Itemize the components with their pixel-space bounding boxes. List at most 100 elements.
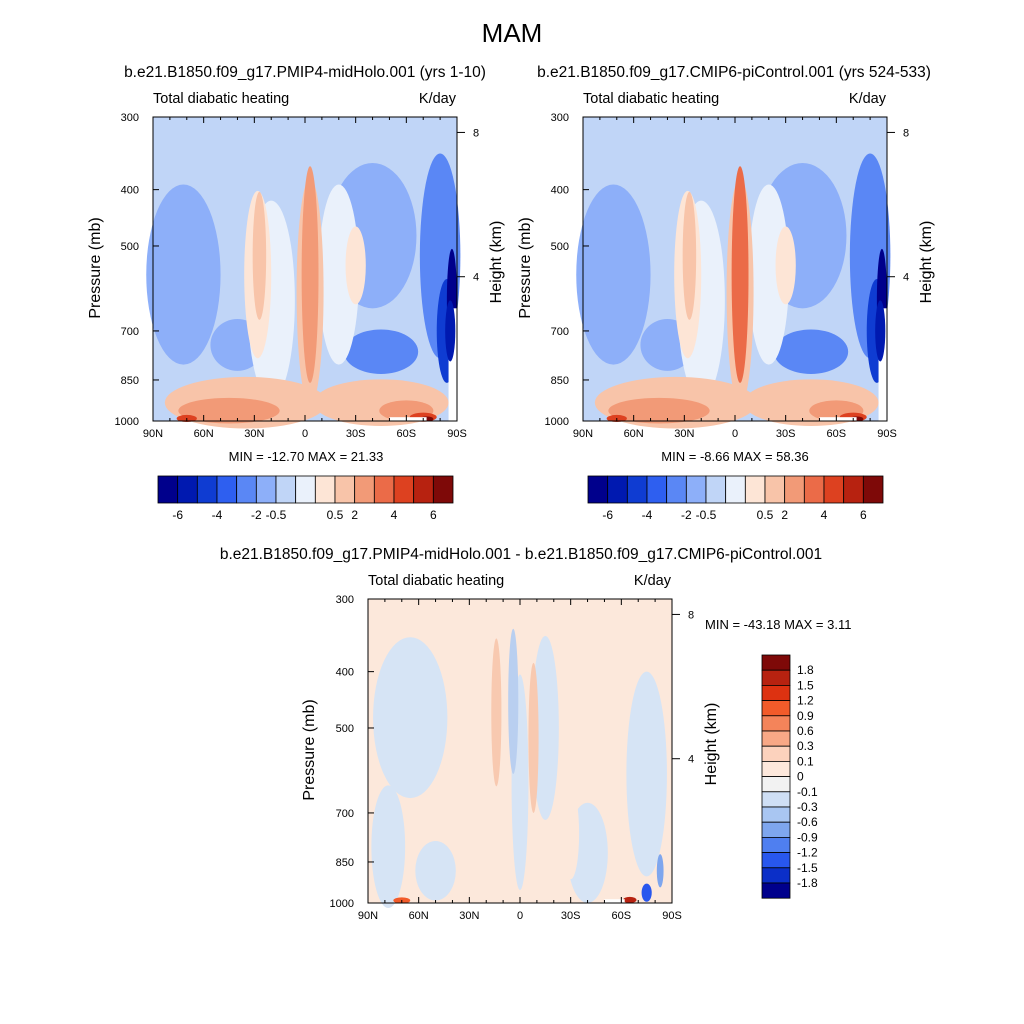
y-tick-label: 300: [551, 112, 569, 124]
y2-tick-label: 4: [688, 754, 694, 766]
colorbar-box: [803, 475, 825, 504]
colorbar-box: [761, 761, 791, 778]
colorbar-label: -2: [251, 508, 262, 522]
colorbar-label: 0.9: [797, 709, 814, 723]
sh-polar-negative: [626, 671, 667, 877]
colorbar-label: 2: [781, 508, 788, 522]
nh-midlat-plume-core: [252, 191, 267, 320]
colorbar-box: [354, 475, 375, 504]
colorbar-label: -0.9: [797, 830, 818, 844]
panel-b-colorbar: -6 -4 -2 -0.5 0.5 2 4 6: [587, 475, 884, 522]
colorbar-label: -0.5: [696, 508, 717, 522]
colorbar-label: -1.5: [797, 861, 818, 875]
x-tick-label: 90S: [877, 428, 897, 440]
y2-tick-label: 8: [903, 127, 909, 139]
panel-a-plot-area: [146, 117, 461, 429]
panel-b-case-title: b.e21.B1850.f09_g17.CMIP6-piControl.001 …: [537, 64, 931, 81]
x-tick-label: 30N: [674, 428, 694, 440]
colorbar-label: -4: [212, 508, 223, 522]
y-tick-label: 400: [551, 185, 569, 197]
x-tick-label: 90N: [573, 428, 593, 440]
panel-a-colorbar: -6 -4 -2 -0.5 0.5 2 4 6: [157, 475, 454, 522]
missing-data: [819, 417, 857, 421]
itcz-core: [731, 166, 749, 383]
panel-b-right-label: K/day: [849, 91, 887, 107]
panel-b-left-label: Total diabatic heating: [583, 91, 719, 107]
panel-c: Total diabatic heating K/day 90N 60N 30N 0 3…: [301, 573, 851, 922]
panel-a-pressure-label: Pressure (mb): [87, 217, 104, 318]
colorbar-box: [784, 475, 805, 504]
panel-a-left-label: Total diabatic heating: [153, 91, 289, 107]
colorbar-box: [646, 475, 668, 504]
nh-cooling-region: [146, 184, 221, 365]
x-tick-label: 90N: [143, 428, 163, 440]
colorbar-box: [761, 700, 791, 717]
y-tick-label: 500: [336, 723, 354, 735]
colorbar-box: [373, 475, 395, 504]
x-tick-label: 90S: [662, 910, 682, 922]
colorbar-label: 2: [351, 508, 358, 522]
sh-subtropic-plume: [345, 226, 366, 305]
itcz-core: [301, 166, 319, 383]
positive-streak: [491, 638, 502, 787]
colorbar-box: [275, 475, 297, 504]
colorbar-box: [744, 475, 766, 504]
colorbar-box: [761, 791, 791, 808]
colorbar-box: [216, 475, 238, 504]
panel-c-height-label: Height (km): [703, 703, 720, 786]
sh-neutral-band: [318, 184, 360, 365]
colorbar-label: -1.2: [797, 846, 818, 860]
sh-subtropic-plume: [775, 226, 796, 305]
sh-cooling-core: [343, 329, 419, 374]
panel-c-plot-area: [368, 599, 672, 909]
nh-cooling-region: [576, 184, 651, 365]
panel-b-height-label: Height (km): [918, 221, 935, 304]
y2-tick-label: 8: [473, 127, 479, 139]
x-tick-label: 60S: [397, 428, 417, 440]
colorbar-box: [314, 475, 336, 504]
colorbar-box: [761, 715, 791, 732]
colorbar-box: [761, 745, 791, 762]
figure-title: MAM: [482, 18, 543, 48]
colorbar-box: [764, 475, 786, 504]
panel-c-colorbar: 1.81.5 1.20.90.60.30.1 0-0.1-0.3-0.6-0.9 -1…: [761, 654, 818, 899]
colorbar-box: [761, 882, 791, 899]
panel-c-left-label: Total diabatic heating: [368, 573, 504, 589]
x-tick-label: 60N: [194, 428, 214, 440]
colorbar-label: -4: [642, 508, 653, 522]
x-tick-label: 30S: [346, 428, 366, 440]
panel-c-stats: MIN = -43.18 MAX = 3.11: [705, 617, 851, 632]
colorbar-box: [432, 475, 454, 504]
colorbar-box: [761, 837, 791, 854]
colorbar-label: 0.5: [757, 508, 774, 522]
colorbar-box: [666, 475, 687, 504]
y-tick-label: 700: [336, 808, 354, 820]
colorbar-box: [177, 475, 198, 504]
y2-tick-label: 4: [903, 272, 909, 284]
colorbar-box: [761, 730, 791, 747]
colorbar-label: -6: [172, 508, 183, 522]
colorbar-label: 1.2: [797, 694, 814, 708]
colorbar-box: [843, 475, 864, 504]
y-tick-label: 400: [121, 185, 139, 197]
colorbar-box: [295, 475, 316, 504]
colorbar-box: [393, 475, 415, 504]
colorbar-label: 4: [821, 508, 828, 522]
colorbar-box: [587, 475, 609, 504]
colorbar-label: -0.3: [797, 800, 818, 814]
y2-tick-label: 8: [688, 609, 694, 621]
missing-data-polar: [878, 308, 887, 421]
colorbar-label: 1.5: [797, 678, 814, 692]
y2-tick-label: 4: [473, 272, 479, 284]
colorbar-box: [196, 475, 218, 504]
y-tick-label: 400: [336, 667, 354, 679]
colorbar-label: 0.3: [797, 739, 814, 753]
y-tick-label: 700: [551, 326, 569, 338]
colorbar-label: 0: [797, 770, 804, 784]
colorbar-box: [157, 475, 179, 504]
colorbar-label: -1.8: [797, 876, 818, 890]
x-tick-label: 0: [302, 428, 308, 440]
panel-a-stats: MIN = -12.70 MAX = 21.33: [229, 449, 384, 464]
polar-edge-cooling: [445, 300, 456, 362]
